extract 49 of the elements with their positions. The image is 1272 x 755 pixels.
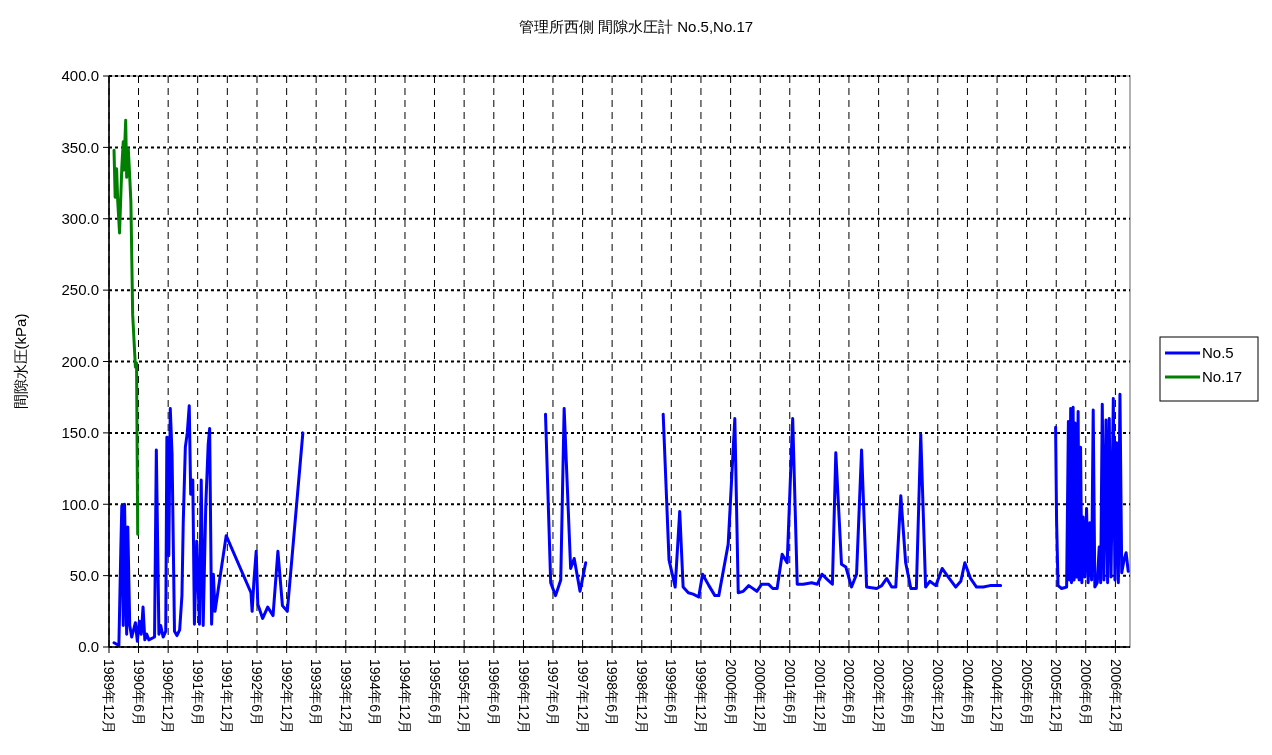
x-tick-label: 2006年6月 [1077, 659, 1094, 726]
x-tick-label: 2003年6月 [900, 659, 917, 726]
x-tick-label: 1992年12月 [278, 659, 295, 734]
x-tick-label: 1998年6月 [604, 659, 621, 726]
legend-label: No.5 [1202, 344, 1234, 362]
y-tick-label: 400.0 [61, 67, 99, 85]
x-tick-label: 1998年12月 [633, 659, 650, 734]
x-tick-label: 2001年6月 [781, 659, 798, 726]
y-tick-label: 350.0 [61, 138, 99, 156]
x-tick-label: 1991年6月 [189, 659, 206, 726]
x-tick-label: 1991年12月 [219, 659, 236, 734]
y-tick-label: 200.0 [61, 352, 99, 370]
x-tick-label: 2005年12月 [1048, 659, 1065, 734]
x-tick-label: 2000年12月 [752, 659, 769, 734]
x-tick-label: 1996年12月 [515, 659, 532, 734]
x-tick-label: 2001年12月 [811, 659, 828, 734]
x-tick-label: 1997年6月 [545, 659, 562, 726]
y-tick-label: 150.0 [61, 424, 99, 442]
x-tick-label: 1992年6月 [249, 659, 266, 726]
x-tick-label: 2003年12月 [929, 659, 946, 734]
y-tick-label: 250.0 [61, 281, 99, 299]
y-axis-title: 間隙水圧(kPa) [12, 313, 29, 410]
line-series [112, 118, 140, 536]
y-tick-label: 100.0 [61, 495, 99, 513]
x-tick-label: 2004年6月 [959, 659, 976, 726]
x-tick-label: 2006年12月 [1107, 659, 1124, 734]
y-tick-label: 0.0 [78, 638, 99, 656]
x-tick-label: 2004年12月 [989, 659, 1006, 734]
chart-title: 管理所西側 間隙水圧計 No.5,No.17 [518, 18, 754, 35]
x-tick-label: 1990年6月 [130, 659, 147, 726]
x-tick-label: 1997年12月 [574, 659, 591, 734]
x-tick-label: 1995年6月 [426, 659, 443, 726]
x-tick-label: 1999年6月 [663, 659, 680, 726]
y-tick-label: 300.0 [61, 210, 99, 227]
y-tick-label: 50.0 [69, 566, 99, 584]
x-tick-label: 1990年12月 [160, 659, 177, 734]
x-tick-label: 1995年12月 [456, 659, 473, 734]
x-tick-label: 1994年12月 [397, 659, 414, 734]
x-tick-label: 2000年6月 [722, 659, 739, 726]
x-tick-label: 2002年6月 [841, 659, 858, 726]
x-tick-label: 1993年6月 [308, 659, 325, 726]
legend-label: No.17 [1202, 368, 1243, 386]
x-tick-label: 1999年12月 [693, 659, 710, 734]
x-tick-label: 1989年12月 [101, 659, 118, 734]
x-tick-label: 1996年6月 [485, 659, 502, 726]
x-tick-label: 1993年12月 [337, 659, 354, 734]
x-tick-label: 2005年6月 [1018, 659, 1035, 726]
x-tick-label: 1994年6月 [367, 659, 384, 726]
x-tick-label: 2002年12月 [870, 659, 887, 734]
